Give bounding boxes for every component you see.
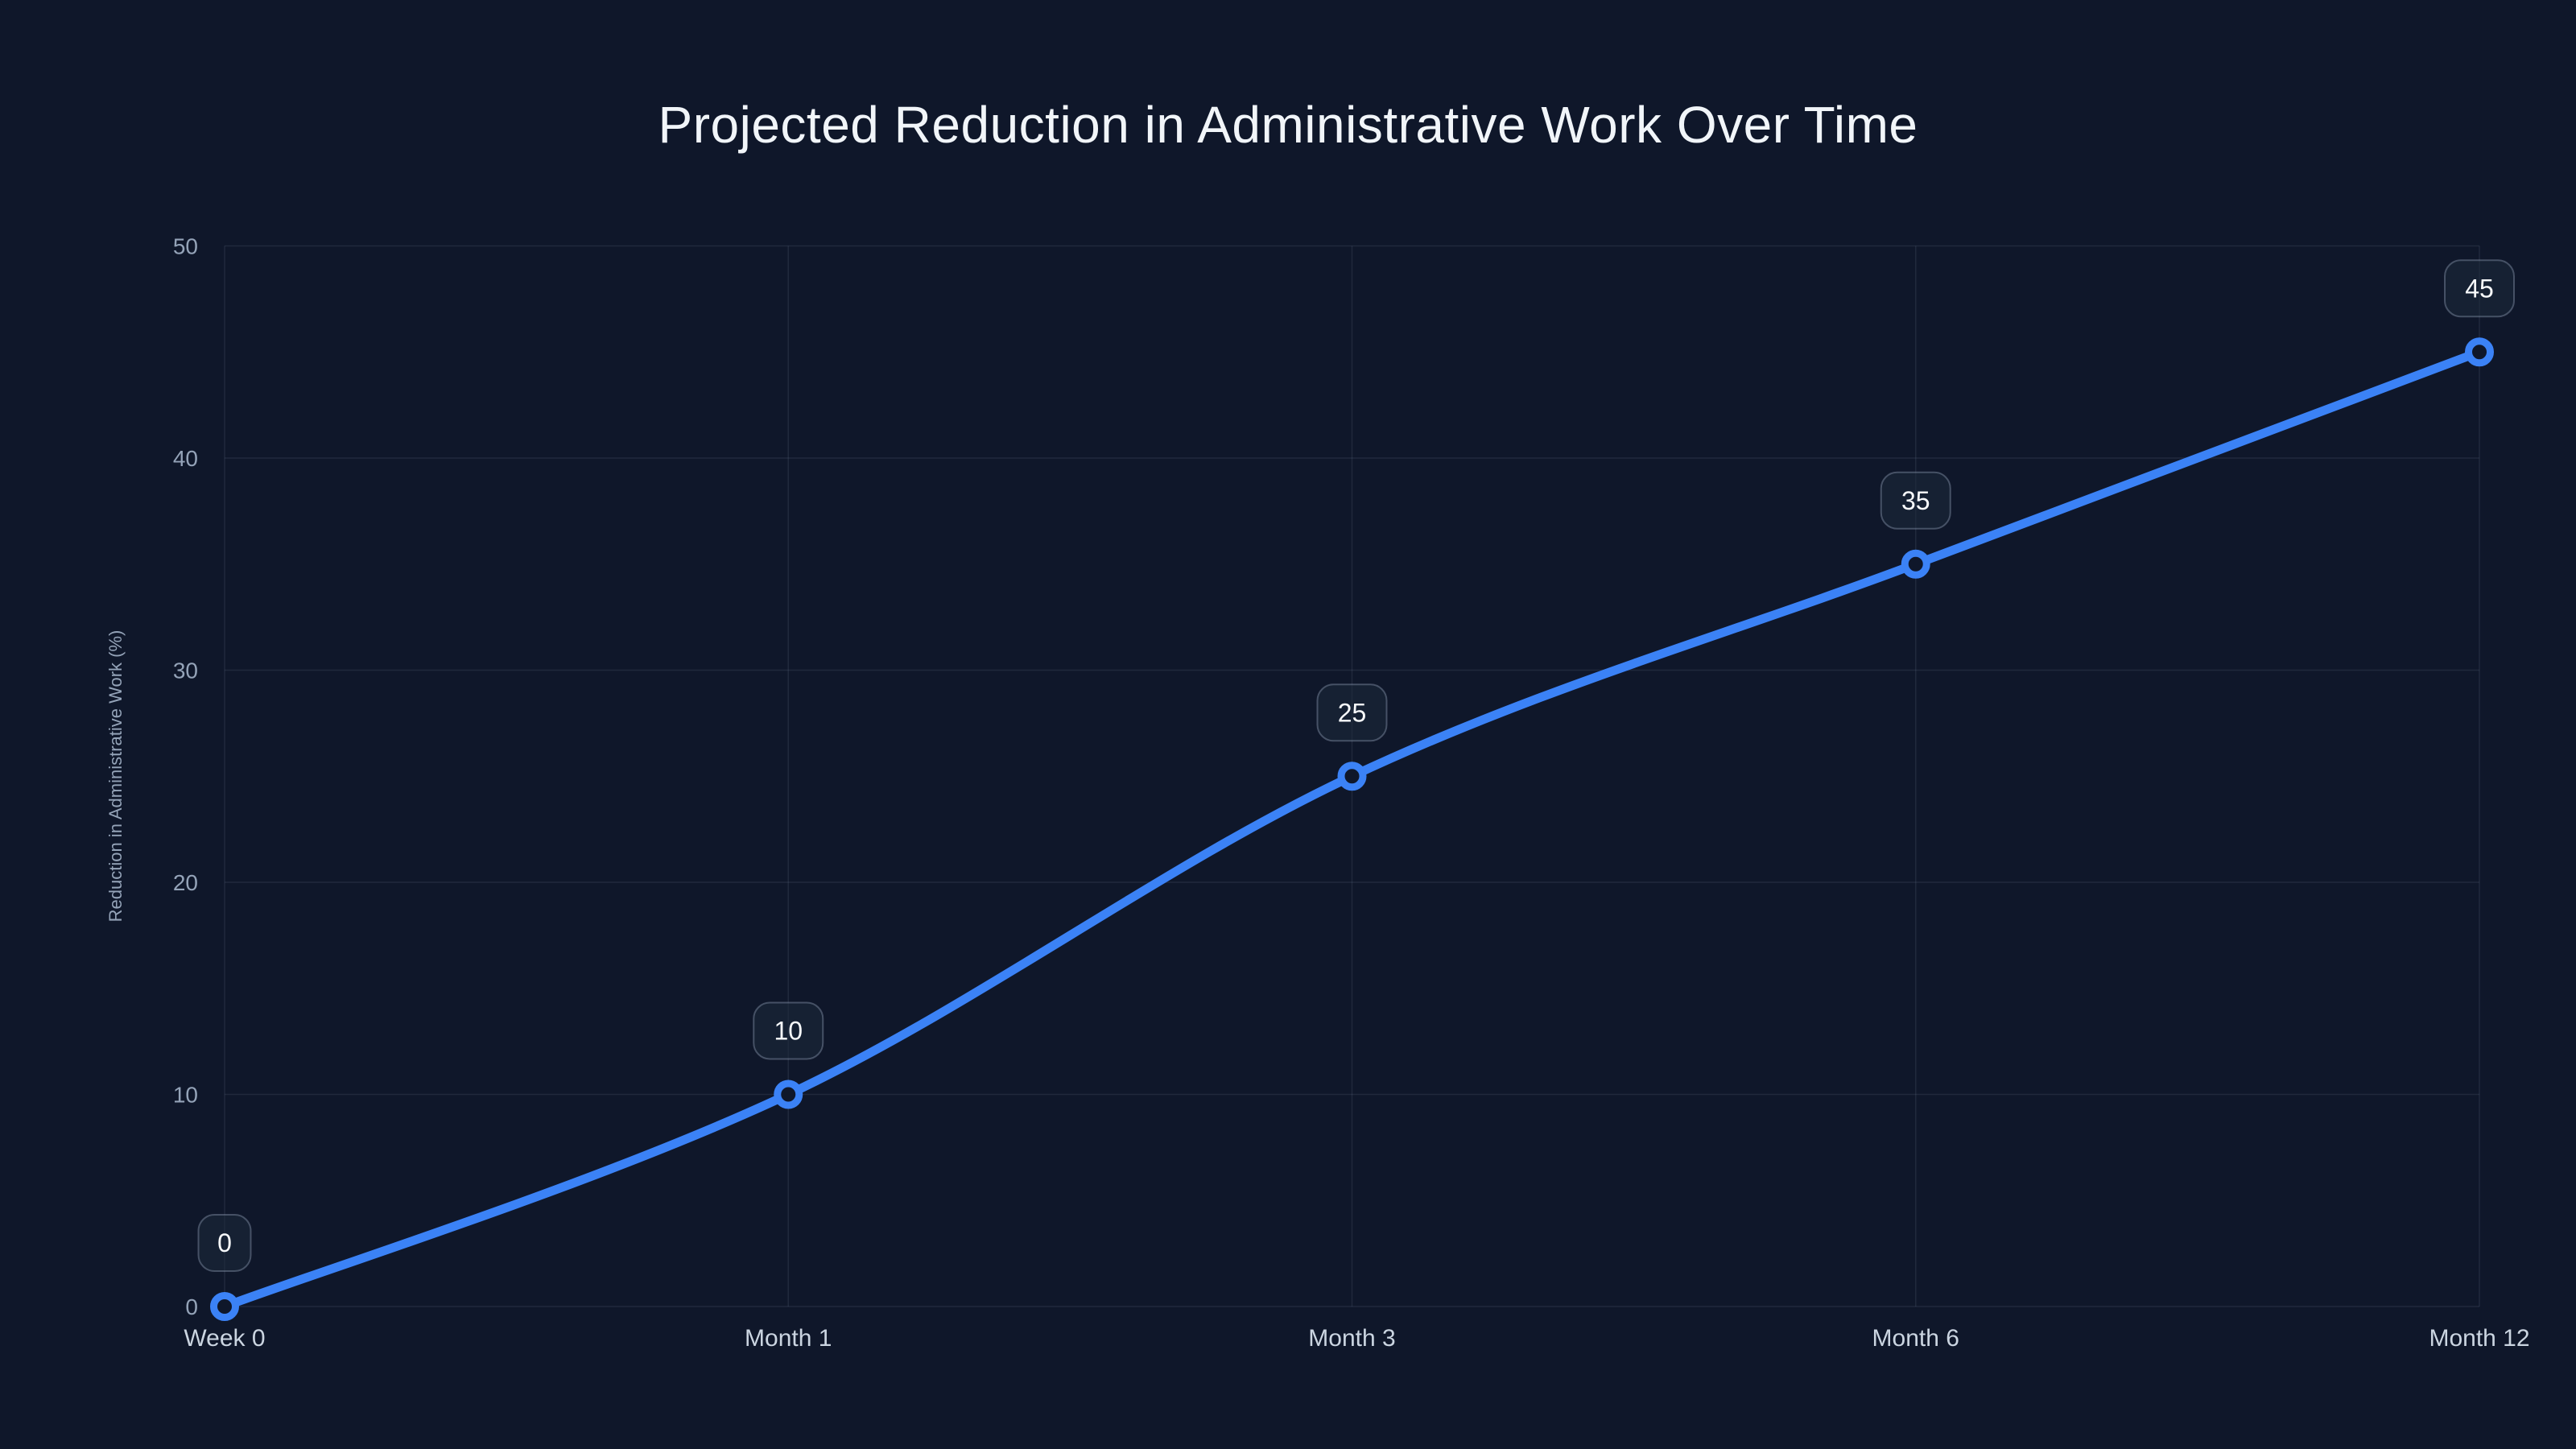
data-point[interactable]	[1337, 762, 1367, 791]
y-tick-label: 40	[173, 446, 198, 471]
x-tick-label: Month 3	[1308, 1325, 1395, 1352]
point-label-badge	[1316, 683, 1388, 742]
point-label-badge	[1880, 471, 1951, 530]
x-tick-label: Month 1	[745, 1325, 832, 1352]
y-tick-label: 50	[173, 234, 198, 259]
x-tick-label: Month 12	[2429, 1325, 2529, 1352]
x-tick-label: Month 6	[1872, 1325, 1959, 1352]
point-label: 0	[217, 1228, 232, 1257]
point-label: 10	[774, 1017, 803, 1046]
chart-title: Projected Reduction in Administrative Wo…	[658, 96, 1918, 154]
data-point[interactable]	[2465, 337, 2494, 367]
x-tick-label: Week 0	[184, 1325, 265, 1352]
data-point[interactable]	[210, 1292, 239, 1321]
point-label: 45	[2465, 274, 2494, 303]
y-tick-label: 20	[173, 870, 198, 895]
point-label-badge	[197, 1214, 252, 1272]
point-label-badge	[753, 1001, 824, 1060]
point-label: 25	[1338, 698, 1367, 727]
y-tick-label: 0	[185, 1294, 198, 1319]
data-point[interactable]	[774, 1080, 803, 1109]
y-tick-label: 10	[173, 1083, 198, 1108]
point-label: 35	[1901, 486, 1930, 515]
point-label-badge	[2444, 259, 2515, 318]
y-tick-label: 30	[173, 658, 198, 683]
data-point[interactable]	[1901, 549, 1930, 579]
